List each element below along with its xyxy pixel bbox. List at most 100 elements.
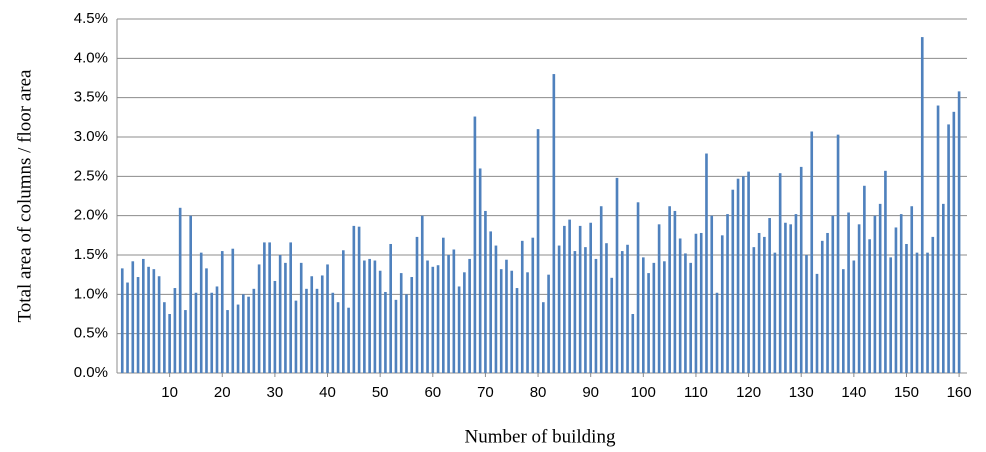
bar <box>536 129 540 373</box>
bar <box>426 260 429 373</box>
bar <box>173 288 177 373</box>
bar <box>236 304 240 373</box>
bar <box>720 235 724 373</box>
bar <box>394 299 398 373</box>
bar <box>452 249 456 373</box>
x-tick-label: 150 <box>894 384 919 401</box>
bar <box>436 265 440 373</box>
bar <box>952 111 956 374</box>
bar <box>878 203 882 373</box>
x-tick-label: 100 <box>631 384 656 401</box>
bar <box>157 276 161 373</box>
bar <box>199 252 203 373</box>
bar <box>457 286 461 373</box>
bar <box>931 236 935 373</box>
bar <box>410 277 414 373</box>
bar <box>810 131 814 373</box>
bar <box>447 255 450 373</box>
bar <box>526 272 529 373</box>
bar <box>847 212 850 373</box>
x-tick-label: 40 <box>319 384 336 401</box>
bar <box>905 243 908 373</box>
bar <box>868 239 871 373</box>
bar <box>715 292 719 373</box>
x-tick-label: 30 <box>267 384 284 401</box>
bar <box>542 302 545 373</box>
bar <box>957 91 961 373</box>
bar <box>205 268 208 373</box>
bar <box>620 251 624 373</box>
y-tick-label: 2.5% <box>74 167 108 184</box>
y-tick-label: 3.5% <box>74 89 108 106</box>
bar <box>599 206 603 373</box>
y-tick-label: 4.5% <box>74 10 108 27</box>
bar <box>789 224 792 373</box>
bar <box>389 243 392 373</box>
bar <box>163 302 166 373</box>
bar <box>152 269 156 373</box>
x-tick-label: 120 <box>736 384 761 401</box>
bar <box>910 206 914 373</box>
x-tick-label: 70 <box>477 384 494 401</box>
y-tick-label: 2.0% <box>74 207 108 224</box>
y-axis-title: Total area of columns / floor area <box>14 69 35 323</box>
x-tick-label: 140 <box>841 384 866 401</box>
x-axis-title: Number of building <box>465 426 616 447</box>
bar <box>947 124 950 373</box>
bar <box>252 288 256 373</box>
bar <box>920 37 924 374</box>
bar <box>757 232 761 373</box>
bar <box>326 264 329 373</box>
bar <box>552 74 556 374</box>
bar <box>894 227 898 373</box>
bar <box>763 236 766 373</box>
bar <box>284 262 287 373</box>
bar <box>742 176 745 373</box>
bar <box>842 269 845 373</box>
bar <box>663 261 666 373</box>
x-tick-label: 130 <box>789 384 814 401</box>
x-tick-label: 90 <box>582 384 599 401</box>
bar <box>494 245 498 373</box>
bar <box>126 282 129 373</box>
bar <box>610 277 614 373</box>
bar <box>247 296 250 373</box>
bar <box>647 273 650 373</box>
bar <box>378 270 382 373</box>
bar <box>889 257 892 373</box>
bar <box>384 291 387 373</box>
bar <box>605 243 608 373</box>
bar <box>352 225 356 373</box>
bar <box>726 214 729 373</box>
bar <box>268 242 271 373</box>
bar <box>699 232 703 373</box>
bar <box>942 203 945 373</box>
bar <box>478 168 482 373</box>
bar <box>415 236 419 373</box>
bar <box>315 288 319 373</box>
bar <box>857 224 861 373</box>
bar <box>926 252 929 373</box>
bar <box>794 214 798 373</box>
bar <box>136 277 140 373</box>
bar <box>278 255 282 373</box>
bar <box>178 207 182 373</box>
bar <box>594 258 598 373</box>
bar <box>752 247 756 373</box>
bar <box>694 233 698 373</box>
bar <box>615 177 619 373</box>
bar <box>399 273 403 373</box>
bar <box>773 252 777 373</box>
bar <box>863 185 866 373</box>
bar <box>310 276 314 373</box>
bar <box>578 225 582 373</box>
bar <box>731 189 735 373</box>
y-tick-label: 3.0% <box>74 128 108 145</box>
bar <box>336 302 340 373</box>
bar <box>736 178 740 373</box>
bar <box>373 260 377 373</box>
bar <box>168 314 171 373</box>
bar <box>636 202 640 373</box>
bar <box>852 260 856 373</box>
